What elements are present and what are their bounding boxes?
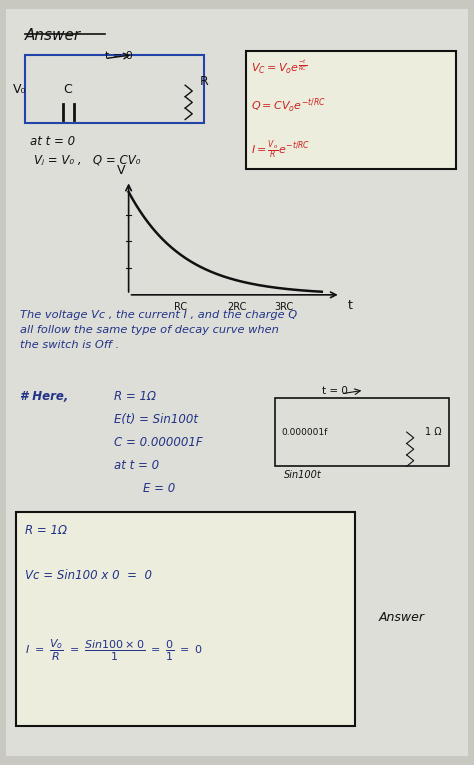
- Text: The voltage Vc , the current I , and the charge Q
all follow the same type of de: The voltage Vc , the current I , and the…: [20, 310, 298, 350]
- Text: $V_C = V_o e^{\frac{-t}{RC}}$: $V_C = V_o e^{\frac{-t}{RC}}$: [251, 59, 308, 76]
- Text: $I\ =\ \dfrac{V_o}{R}\ =\ \dfrac{Sin100\times 0}{1}\ =\ \dfrac{0}{1}\ =\ 0$: $I\ =\ \dfrac{V_o}{R}\ =\ \dfrac{Sin100\…: [25, 638, 203, 663]
- Text: V₀: V₀: [13, 83, 27, 96]
- Text: Vⱼ = V₀ ,   Q = CV₀: Vⱼ = V₀ , Q = CV₀: [35, 154, 141, 167]
- Bar: [16, 512, 355, 725]
- Text: $I = \frac{V_o}{R} e^{-t/RC}$: $I = \frac{V_o}{R} e^{-t/RC}$: [251, 138, 310, 161]
- Text: V: V: [117, 164, 126, 177]
- Text: Sin100t: Sin100t: [284, 470, 322, 480]
- Bar: [246, 51, 456, 169]
- Text: t = 0: t = 0: [105, 51, 133, 61]
- Text: # Here,: # Here,: [20, 390, 69, 403]
- Text: at t = 0: at t = 0: [30, 135, 75, 148]
- Text: RC: RC: [174, 302, 187, 312]
- Text: 2RC: 2RC: [228, 302, 246, 312]
- Bar: [275, 398, 449, 467]
- Text: Vc = Sin100 x 0  =  0: Vc = Sin100 x 0 = 0: [25, 569, 152, 582]
- Text: E(t) = Sin100t: E(t) = Sin100t: [115, 413, 199, 426]
- Bar: [25, 55, 204, 123]
- Text: R: R: [199, 75, 208, 88]
- Text: 1 Ω: 1 Ω: [426, 427, 442, 437]
- Text: C = 0.000001F: C = 0.000001F: [115, 436, 203, 449]
- Text: t: t: [348, 298, 353, 311]
- Text: C: C: [63, 83, 72, 96]
- Text: at t = 0: at t = 0: [115, 459, 160, 472]
- Text: 0.000001f: 0.000001f: [282, 428, 328, 437]
- Text: Answer: Answer: [378, 611, 424, 624]
- Text: t = 0: t = 0: [322, 386, 348, 396]
- Text: E = 0: E = 0: [143, 482, 175, 495]
- Text: 3RC: 3RC: [274, 302, 294, 312]
- Text: R = 1Ω: R = 1Ω: [25, 523, 67, 536]
- Text: $Q = CV_o e^{-t/RC}$: $Q = CV_o e^{-t/RC}$: [251, 96, 326, 115]
- Text: Answer: Answer: [25, 28, 81, 43]
- Text: R = 1Ω: R = 1Ω: [115, 390, 156, 403]
